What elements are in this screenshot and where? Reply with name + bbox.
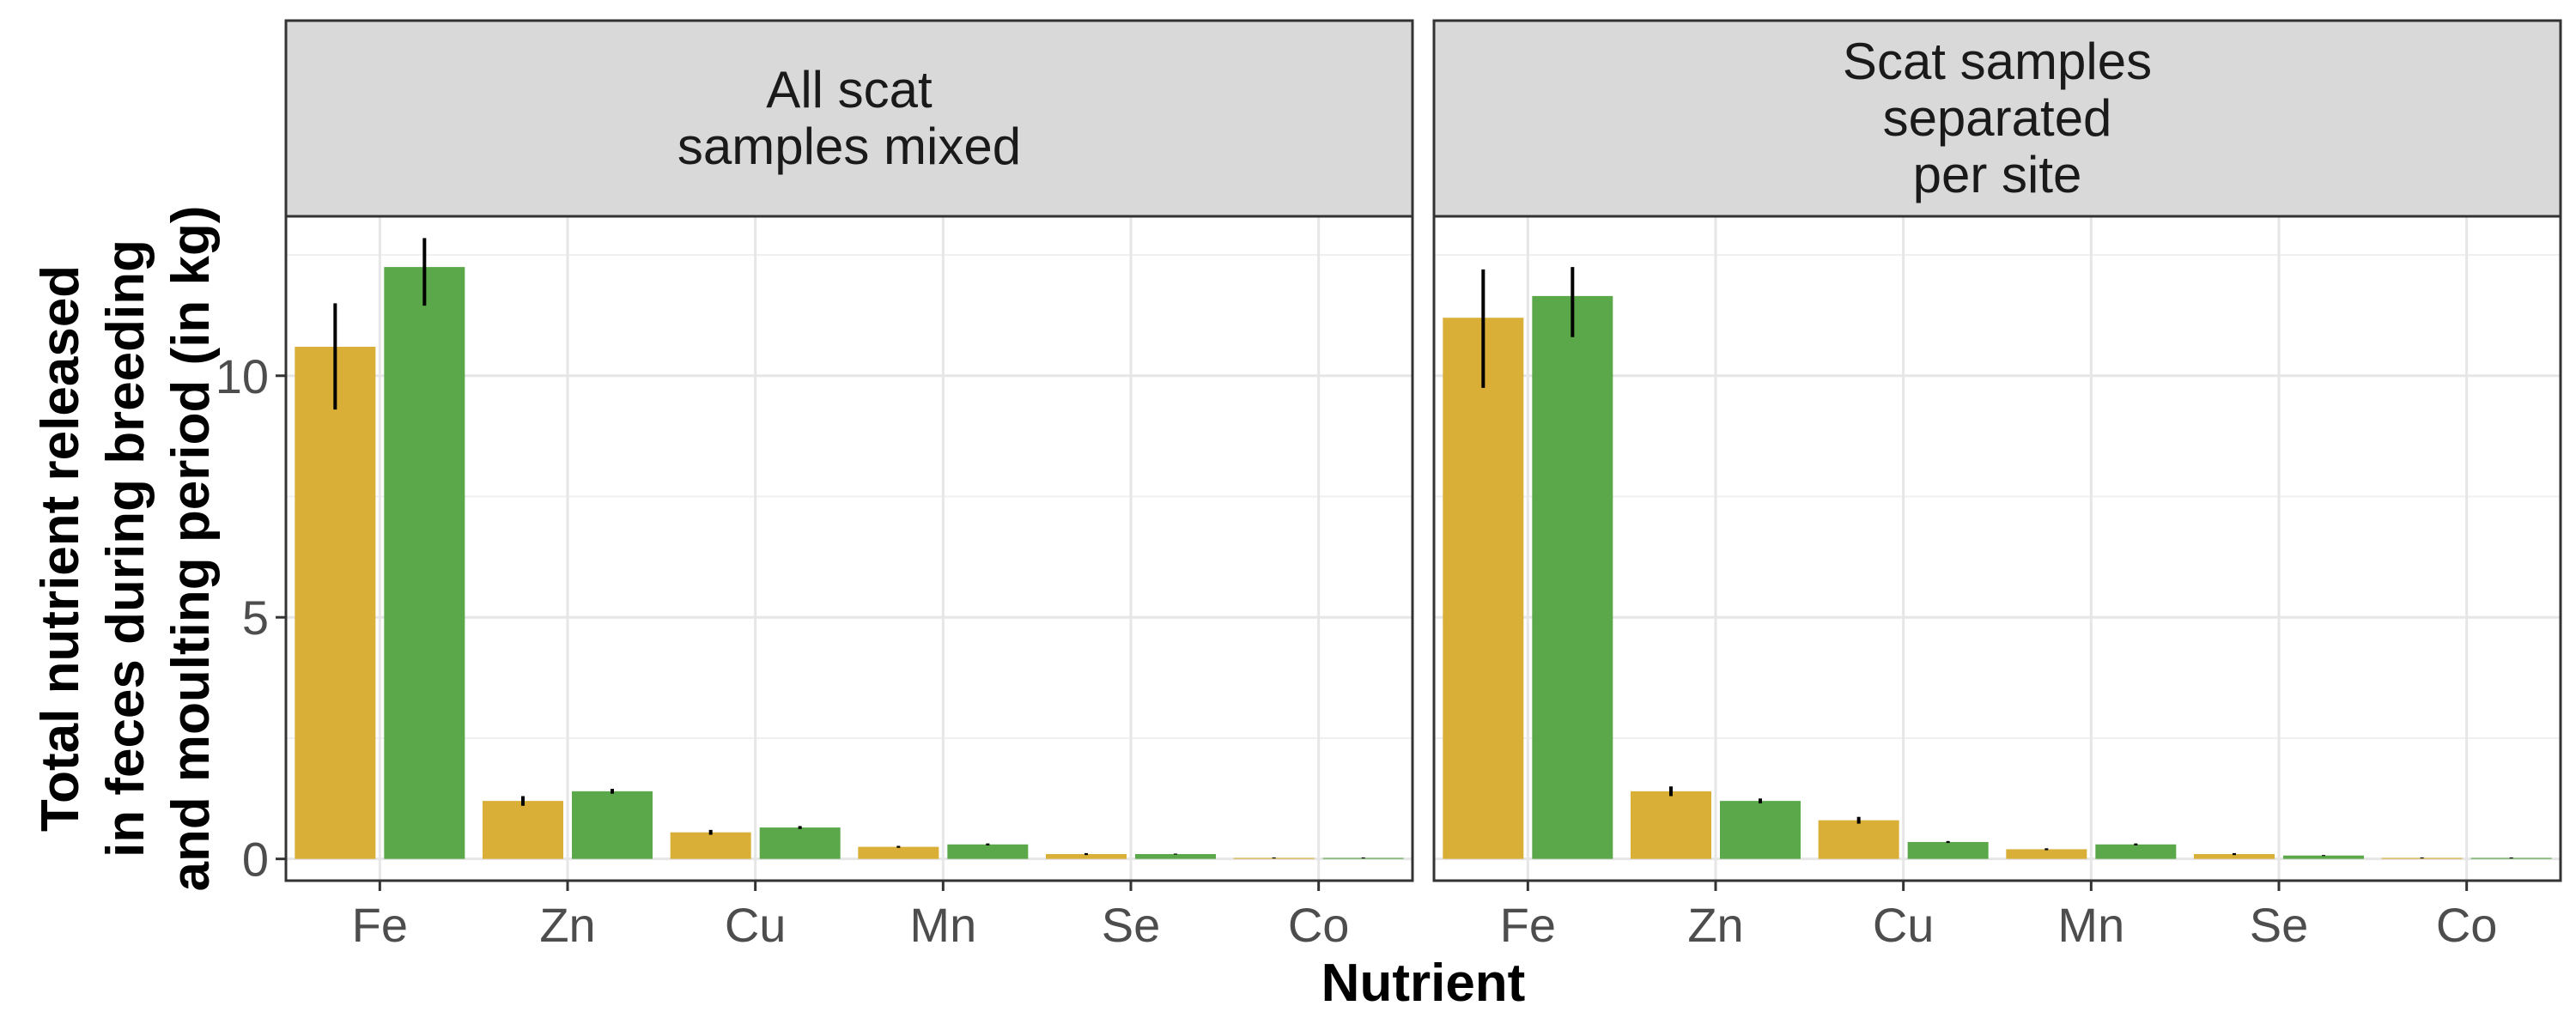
x-tick-label: Zn: [1687, 898, 1743, 952]
panel-background: [1434, 216, 2561, 881]
bar-mn-series-1: [858, 846, 939, 859]
bar-mn-series-2: [947, 844, 1029, 859]
x-tick-label: Co: [1288, 898, 1350, 952]
bar-cu-series-2: [759, 827, 841, 859]
x-tick-label: Mn: [2057, 898, 2124, 952]
bar-se-series-2: [2283, 855, 2364, 859]
x-tick-label: Se: [1102, 898, 1161, 952]
bar-cu-series-1: [1818, 820, 1899, 859]
bar-cu-series-2: [1907, 841, 1989, 859]
y-tick-label: 0: [242, 833, 269, 887]
bar-zn-series-2: [572, 791, 653, 859]
y-tick-label: 10: [216, 349, 269, 403]
bar-fe-series-1: [1443, 318, 1524, 859]
panel-1: All scat samples mixed Fe Zn Cu Mn Se Co: [284, 19, 1414, 952]
x-tick-label: Fe: [1500, 898, 1556, 952]
bar-se-series-1: [1046, 854, 1127, 859]
bar-fe-series-2: [384, 267, 465, 859]
panel-background: [286, 216, 1413, 881]
bar-zn-series-2: [1720, 801, 1801, 859]
facet-strip: [1432, 19, 2562, 218]
bar-se-series-1: [2194, 854, 2275, 859]
x-axis-title: Nutrient: [1321, 954, 1526, 1013]
facet-strip-title: All scat samples mixed: [677, 61, 1021, 175]
y-tick-label: 5: [242, 591, 269, 645]
bar-mn-series-2: [2095, 844, 2177, 859]
facet-strip: [284, 19, 1414, 218]
bar-zn-series-1: [483, 801, 563, 859]
x-tick-label: Zn: [539, 898, 595, 952]
x-tick-label: Cu: [1873, 898, 1935, 952]
facet-strip-title: Scat samples separated per site: [1843, 33, 2152, 203]
y-axis-title: Total nutrient released in feces during b…: [31, 205, 221, 891]
x-tick-label: Co: [2436, 898, 2498, 952]
bar-fe-series-1: [295, 346, 376, 859]
bar-mn-series-1: [2006, 849, 2087, 859]
x-tick-label: Mn: [909, 898, 976, 952]
x-tick-label: Fe: [352, 898, 408, 952]
bar-se-series-2: [1135, 854, 1216, 859]
panel-2: Scat samples separated per site Fe Zn Cu Mn Se C…: [1432, 19, 2562, 952]
bar-cu-series-1: [670, 832, 751, 859]
x-tick-label: Cu: [725, 898, 787, 952]
bar-fe-series-2: [1532, 295, 1613, 859]
bar-zn-series-1: [1631, 791, 1711, 859]
x-tick-label: Se: [2250, 898, 2309, 952]
